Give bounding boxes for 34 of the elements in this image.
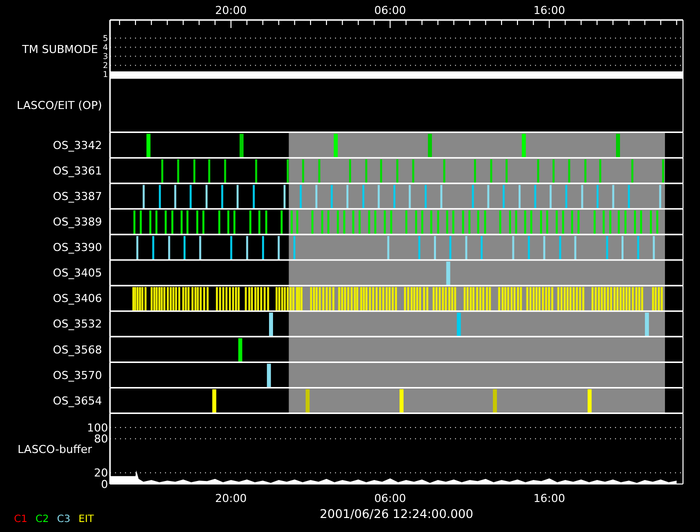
y-axis-title: LASCO-buffer bbox=[18, 443, 92, 456]
y-axis-title: TM SUBMODE bbox=[21, 42, 98, 56]
text: LASCO/EIT (OP) bbox=[16, 99, 102, 112]
y-axis-title: OS_3361 bbox=[52, 164, 102, 178]
y-axis-title: OS_3387 bbox=[52, 190, 102, 204]
y-tick-label: 0 bbox=[101, 478, 108, 491]
y-axis-title: OS_3406 bbox=[52, 292, 102, 306]
x-axis-title: 2001/06/26 12:24:00.000 bbox=[320, 507, 474, 521]
y-axis-title: OS_3342 bbox=[52, 138, 102, 152]
y-tick-label: 3 bbox=[102, 52, 108, 62]
text: EIT bbox=[78, 514, 95, 525]
x-tick-label: 06:00 bbox=[374, 492, 406, 505]
y-tick-label: 5 bbox=[102, 34, 108, 43]
x-tick-label: 20:00 bbox=[215, 492, 247, 505]
y-tick-label: 4 bbox=[102, 42, 108, 52]
y-axis-title: OS_3654 bbox=[52, 394, 102, 408]
y-axis-title: OS_3390 bbox=[52, 241, 102, 254]
y-axis-title: OS_3405 bbox=[52, 266, 102, 280]
x-tick-label: 16:00 bbox=[533, 4, 566, 17]
x-tick-label: 06:00 bbox=[374, 4, 406, 17]
y-tick-label: 2 bbox=[102, 61, 108, 70]
text: C2 bbox=[36, 514, 49, 525]
text: C1 bbox=[14, 514, 28, 525]
y-tick-label: 20 bbox=[94, 466, 108, 480]
y-axis-title: OS_3568 bbox=[52, 343, 102, 356]
x-tick-label: 20:00 bbox=[215, 4, 247, 17]
y-axis-title: OS_3532 bbox=[52, 318, 102, 331]
y-tick-label: 80 bbox=[94, 432, 108, 446]
y-axis-title: OS_3389 bbox=[52, 216, 102, 229]
y-tick-label: 100 bbox=[87, 421, 108, 434]
y-axis-title: OS_3570 bbox=[52, 368, 102, 382]
y-tick-label: 1 bbox=[102, 70, 108, 80]
x-tick-label: 16:00 bbox=[533, 492, 566, 505]
text: C3 bbox=[57, 514, 70, 525]
